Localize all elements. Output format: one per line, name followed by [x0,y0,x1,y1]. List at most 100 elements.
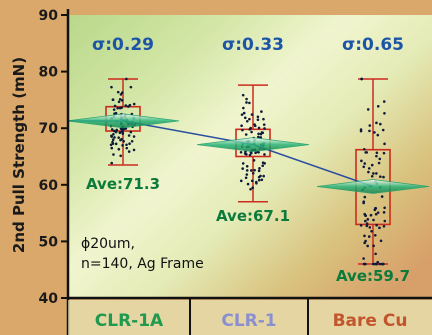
data-point [130,139,134,143]
data-point [240,113,244,116]
data-point [366,218,370,221]
y-tick-label: 70 [39,121,59,137]
data-point [262,123,266,126]
data-point [240,124,243,127]
data-point [246,182,250,186]
data-point [363,234,366,238]
data-point [124,104,128,107]
data-point [376,211,380,214]
data-point [251,186,255,190]
data-point [372,218,375,222]
data-point [375,151,379,155]
data-point [363,162,367,165]
data-point [382,224,386,228]
data-point [383,206,386,210]
data-point [359,224,363,227]
data-point [248,117,251,121]
data-point [263,127,266,130]
data-point [129,85,133,89]
data-point [119,93,123,96]
data-point [248,101,251,105]
data-point [369,213,373,217]
data-point [255,181,258,185]
data-point [372,244,375,248]
data-point [241,162,245,165]
data-point [113,104,117,108]
data-point [383,112,386,115]
data-point [257,132,260,136]
data-point [110,85,113,89]
data-point [117,147,121,151]
y-tick-label: 50 [39,234,59,250]
data-point [381,262,385,266]
data-point [111,138,115,141]
data-point [254,151,257,155]
data-point [122,127,126,131]
data-point [112,153,115,156]
data-point [253,124,257,128]
data-point [367,235,371,238]
data-point [118,106,122,110]
y-tick-label: 40 [39,291,59,307]
data-point [116,90,120,94]
data-point [121,132,125,135]
data-point [111,98,115,101]
data-point [120,130,124,133]
data-point [241,128,244,132]
data-point [379,175,382,178]
data-point [371,262,375,266]
data-point [370,174,374,178]
data-point [257,135,260,139]
data-point [370,229,373,233]
data-point [127,150,131,153]
data-point [261,131,265,135]
data-point [383,142,386,146]
data-point [115,128,119,132]
data-point [376,133,380,137]
data-point [132,102,136,106]
data-point [260,178,264,182]
data-point [245,169,249,172]
data-point [117,136,120,139]
data-point [119,154,122,158]
data-point [362,200,366,204]
data-point [127,134,131,137]
data-point [377,161,381,165]
data-point [365,224,369,228]
data-point [239,150,243,154]
data-point [362,165,366,169]
sigma-label: σ:0.33 [222,35,284,55]
data-point [245,173,249,176]
data-point [125,77,128,81]
data-point [378,262,382,266]
data-point [249,187,252,191]
average-label: Ave:71.3 [86,175,160,193]
data-point [112,108,116,111]
data-point [360,159,363,163]
data-point [383,219,387,223]
data-point [245,153,248,156]
data-point [370,163,374,167]
data-point [359,129,363,133]
data-point [242,111,246,115]
data-point [250,113,254,116]
data-point [239,179,243,183]
data-point [256,115,260,119]
data-point [368,124,372,127]
data-point [113,136,116,139]
data-point [250,130,253,134]
data-point [110,128,114,131]
data-point [372,172,375,175]
data-point [241,167,244,170]
data-point [362,148,366,151]
data-point [374,252,377,256]
data-point [257,126,261,130]
data-point [261,161,265,165]
data-point [128,103,132,107]
category-cell [308,300,432,335]
data-point [245,97,248,101]
data-point [248,153,252,157]
average-label: Ave:67.1 [216,207,290,225]
data-point [245,119,249,123]
